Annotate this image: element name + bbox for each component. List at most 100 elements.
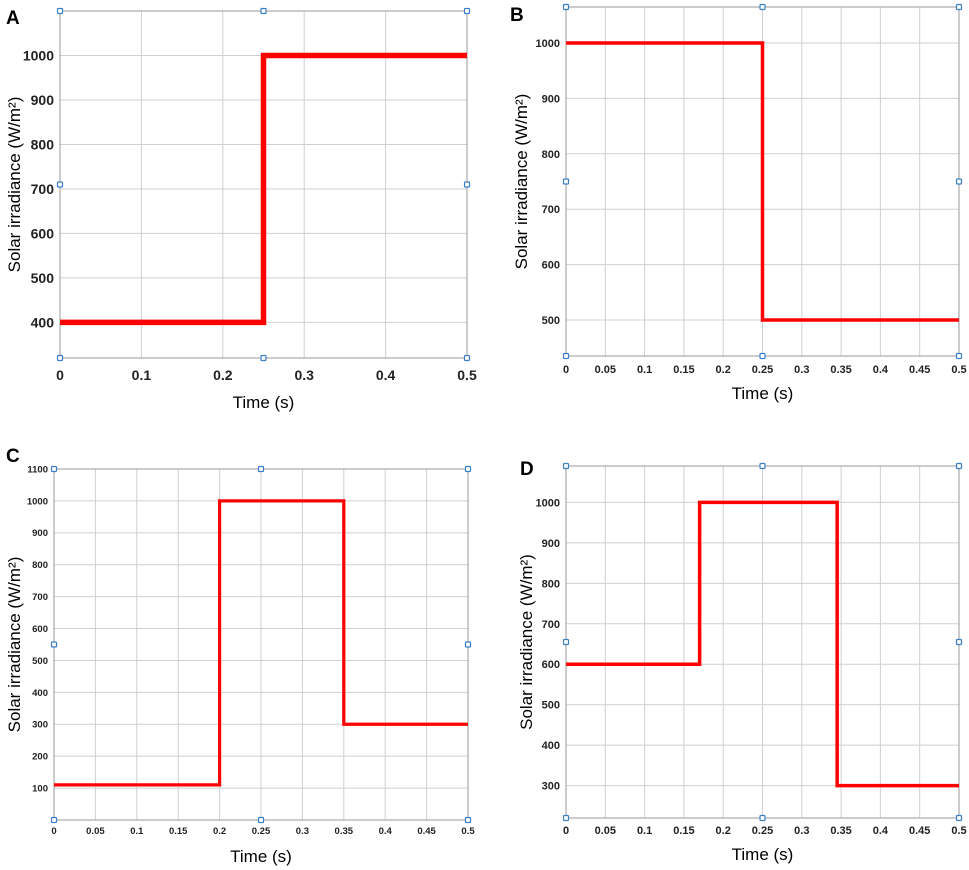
- y-tick-label: 600: [32, 624, 48, 635]
- resize-handle: [50, 465, 58, 473]
- x-tick-label: 0.2: [716, 364, 731, 376]
- x-tick-label: 0.35: [830, 825, 851, 837]
- panel-letter: C: [6, 446, 20, 467]
- x-tick-label: 0: [563, 364, 569, 376]
- y-axis-title: Solar irradiance (W/m²): [512, 94, 531, 270]
- x-tick-label: 0.2: [213, 826, 226, 837]
- chart-panel-d: D 0 0.05 0.1 0.15 0.2 0.25 0.3 0.35 0.4 0.45 0.5 300…: [517, 459, 967, 864]
- x-tick-label: 0.35: [335, 826, 354, 837]
- chart-panels: A0 0.1 0.2 0.3 0.4 0.54005006007008009001000T…: [5, 3, 967, 866]
- x-tick-label: 0.2: [716, 825, 731, 837]
- y-tick-label: 500: [542, 700, 560, 712]
- x-tick-label: 0.5: [461, 826, 475, 837]
- x-tick-label: 0.35: [830, 364, 851, 376]
- x-tick-label: 0.3: [296, 826, 309, 837]
- resize-handle: [955, 178, 963, 185]
- x-tick-label: 0.05: [86, 826, 105, 837]
- y-tick-label: 500: [31, 270, 55, 286]
- resize-handle: [56, 7, 64, 15]
- x-tick-label: 0.45: [909, 825, 930, 837]
- y-tick-label: 300: [32, 720, 48, 731]
- y-tick-label: 700: [31, 181, 55, 197]
- resize-handle: [562, 814, 570, 822]
- y-tick-label: 500: [32, 656, 48, 667]
- x-tick-label: 0.45: [909, 364, 930, 376]
- chart-panel-b: B 0 0.05 0.1 0.15 0.2 0.25 0.3 0.35 0.4 0.45 0.5 500…: [510, 3, 967, 403]
- resize-handle: [759, 352, 766, 360]
- resize-handle: [562, 178, 570, 185]
- y-tick-label: 900: [542, 538, 560, 550]
- series-line: [54, 499, 468, 787]
- x-tick-label: 0.3: [794, 825, 809, 837]
- resize-handle: [955, 462, 963, 470]
- resize-handle: [463, 354, 471, 362]
- x-axis-title: Time (s): [233, 393, 295, 412]
- x-tick-label: 0.2: [213, 367, 233, 383]
- x-tick-label: 0.4: [873, 825, 889, 837]
- resize-handle: [955, 814, 963, 822]
- x-tick-label: 0.25: [252, 826, 271, 837]
- y-axis-title: Solar irradiance (W/m²): [517, 554, 536, 730]
- resize-handle: [464, 816, 472, 824]
- x-axis-title: Time (s): [732, 384, 794, 403]
- x-tick-label: 0.5: [457, 367, 477, 383]
- y-tick-label: 300: [542, 781, 560, 793]
- y-tick-label: 900: [32, 528, 48, 539]
- x-tick-label: 0.15: [673, 364, 694, 376]
- x-tick-label: 0.15: [673, 825, 694, 837]
- y-tick-label: 700: [542, 204, 560, 216]
- resize-handle: [50, 816, 58, 824]
- resize-handle: [50, 641, 58, 648]
- y-tick-label: 600: [542, 260, 560, 272]
- y-tick-label: 600: [31, 225, 55, 241]
- resize-handle: [562, 462, 570, 470]
- y-tick-label: 1000: [536, 497, 560, 509]
- y-tick-label: 400: [542, 740, 560, 752]
- x-tick-label: 0.4: [379, 826, 393, 837]
- x-tick-label: 0.05: [595, 825, 616, 837]
- y-axis-title: Solar irradiance (W/m²): [5, 557, 24, 733]
- x-tick-label: 0: [56, 367, 64, 383]
- resize-handle: [955, 3, 963, 11]
- x-tick-label: 0.4: [873, 364, 889, 376]
- y-tick-label: 900: [31, 92, 55, 108]
- x-axis-title: Time (s): [732, 845, 794, 864]
- x-tick-label: 0.1: [132, 367, 152, 383]
- resize-handle: [759, 462, 766, 470]
- panel-letter: D: [520, 459, 534, 480]
- x-tick-label: 0.1: [130, 826, 144, 837]
- resize-handle: [260, 7, 267, 15]
- resize-handle: [56, 354, 64, 362]
- y-tick-label: 400: [31, 314, 55, 330]
- y-tick-label: 1000: [23, 48, 54, 64]
- y-tick-label: 600: [542, 659, 560, 671]
- series-line: [566, 41, 959, 322]
- x-tick-label: 0.45: [417, 826, 436, 837]
- resize-handle: [257, 816, 265, 824]
- x-tick-label: 0.15: [169, 826, 188, 837]
- x-axis-title: Time (s): [230, 847, 292, 866]
- y-tick-label: 1000: [27, 496, 48, 507]
- x-tick-label: 0.05: [595, 364, 616, 376]
- x-tick-label: 0.3: [794, 364, 809, 376]
- y-tick-label: 100: [32, 784, 48, 795]
- x-tick-label: 0.5: [951, 364, 966, 376]
- y-tick-label: 900: [542, 93, 560, 105]
- y-tick-label: 800: [32, 560, 48, 571]
- resize-handle: [955, 352, 963, 360]
- y-tick-label: 800: [542, 149, 560, 161]
- x-tick-label: 0.25: [752, 364, 773, 376]
- x-tick-label: 0.5: [951, 825, 966, 837]
- panel-letter: A: [6, 8, 20, 29]
- chart-panel-c: C 0 0.05 0.1 0.15 0.2 0.25 0.3 0.35 0.4 0.45 0.5 100…: [5, 446, 475, 866]
- resize-handle: [955, 638, 963, 646]
- y-tick-label: 800: [542, 578, 560, 590]
- resize-handle: [562, 638, 570, 646]
- resize-handle: [759, 814, 766, 822]
- resize-handle: [464, 641, 472, 648]
- series-line: [566, 500, 959, 788]
- y-tick-label: 500: [542, 315, 560, 327]
- resize-handle: [257, 465, 265, 473]
- y-tick-label: 200: [32, 752, 48, 763]
